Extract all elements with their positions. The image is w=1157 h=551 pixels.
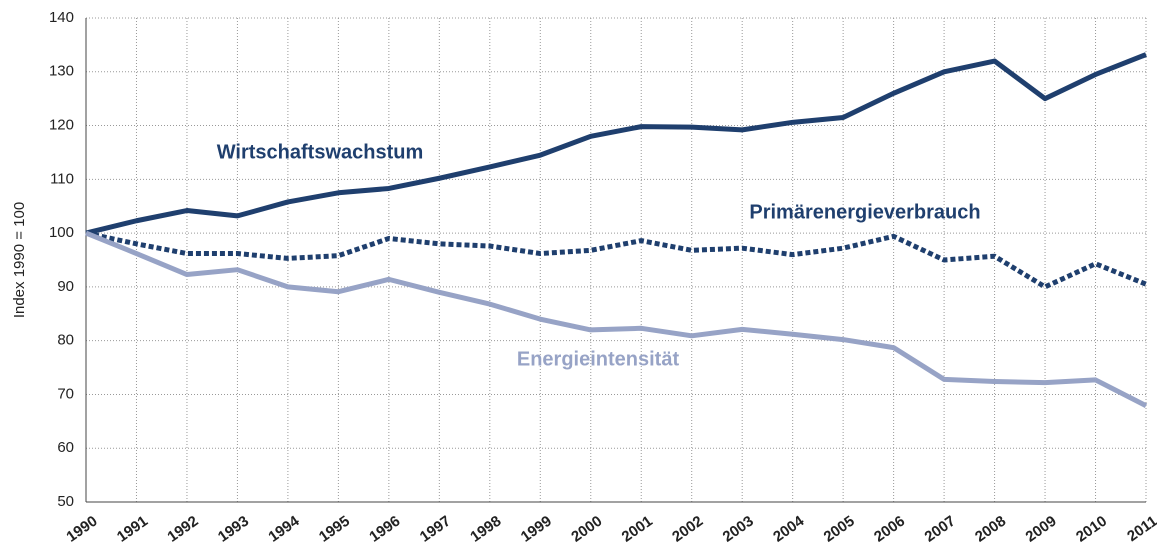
x-tick-label: 1994 (265, 512, 303, 545)
x-tick-label: 1990 (63, 513, 100, 546)
x-tick-label: 2001 (619, 513, 656, 546)
x-tick-label: 2000 (568, 513, 605, 546)
y-tick-label: 140 (49, 9, 74, 26)
x-tick-label: 2005 (821, 513, 858, 546)
x-tick-label: 2004 (770, 512, 808, 545)
x-tick-label: 1996 (366, 513, 403, 546)
y-tick-label: 100 (49, 224, 74, 241)
y-tick-label: 130 (49, 63, 74, 80)
series-line (85, 52, 1147, 236)
x-tick-label: 2009 (1023, 513, 1060, 546)
series-label: Energieintensität (517, 348, 680, 370)
x-tick-label: 1991 (114, 513, 151, 546)
series-label: Primärenergieverbrauch (749, 201, 980, 223)
series-label: Wirtschaftswachstum (217, 141, 424, 163)
series-line (85, 230, 1147, 290)
x-tick-label: 1995 (316, 513, 353, 546)
x-tick-label: 1999 (518, 513, 555, 546)
x-tick-label: 2007 (922, 513, 959, 546)
x-tick-label: 2006 (871, 513, 908, 546)
series-line (85, 230, 1148, 408)
x-tick-label: 1993 (215, 513, 252, 546)
y-tick-label: 110 (50, 170, 74, 187)
x-tick-label: 1992 (164, 513, 201, 546)
y-tick-label: 90 (57, 278, 74, 295)
y-tick-label: 80 (57, 332, 74, 349)
y-tick-label: 60 (57, 439, 74, 456)
x-tick-label: 2003 (720, 513, 757, 546)
y-tick-label: 120 (49, 117, 74, 134)
x-tick-label: 1997 (417, 513, 454, 546)
y-axis-label: Index 1990 = 100 (11, 202, 28, 318)
x-tick-label: 1998 (467, 513, 504, 546)
x-tick-label: 2010 (1073, 513, 1110, 546)
x-tick-label: 2008 (972, 513, 1009, 546)
y-tick-label: 50 (57, 493, 74, 510)
x-tick-label: 2011 (1124, 513, 1157, 546)
y-tick-label: 70 (57, 385, 74, 402)
x-tick-label: 2002 (669, 513, 706, 546)
